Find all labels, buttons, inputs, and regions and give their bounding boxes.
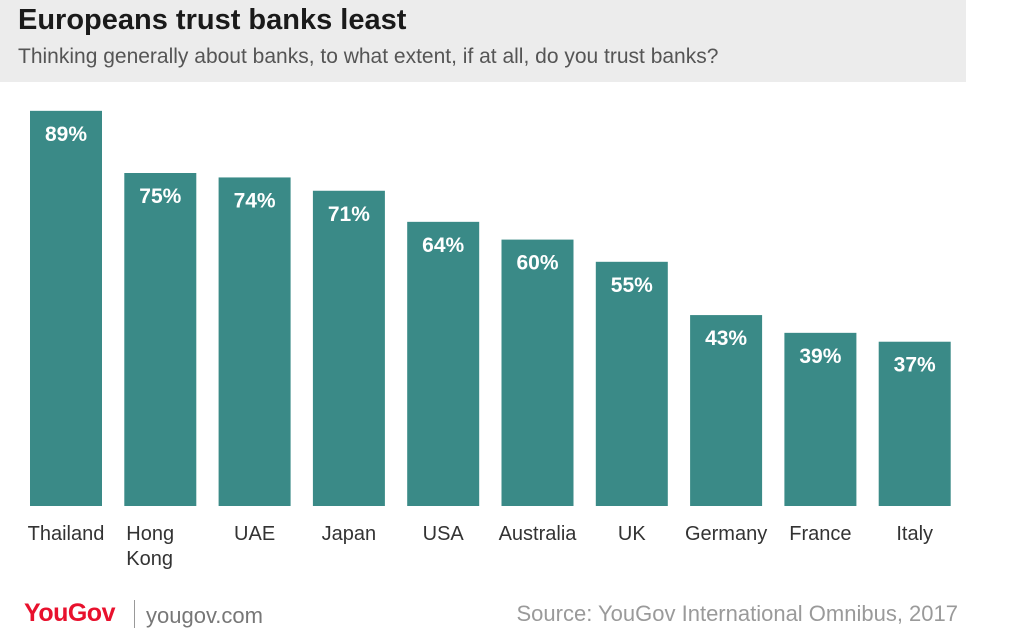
data-label: 64% bbox=[422, 234, 464, 257]
chart-footer: YouGov yougov.com Source: YouGov Interna… bbox=[0, 590, 1024, 634]
bar-hong-kong bbox=[124, 173, 197, 506]
bar-uk bbox=[595, 261, 668, 506]
bar-usa bbox=[407, 221, 480, 506]
bar-thailand bbox=[30, 110, 102, 506]
site-link[interactable]: yougov.com bbox=[146, 603, 263, 628]
bar-australia bbox=[501, 239, 574, 506]
data-label: 89% bbox=[45, 123, 87, 146]
data-label: 55% bbox=[611, 274, 653, 297]
x-tick-label: UAE bbox=[234, 523, 275, 545]
x-tick-label: Japan bbox=[322, 523, 377, 545]
x-tick-label: USA bbox=[423, 523, 465, 545]
bar-chart: 89% Thailand 75% Hong Kong 74% UAE 71% Japan 64% U… bbox=[28, 110, 951, 570]
x-tick-label: Hong bbox=[126, 523, 174, 545]
x-tick-label: France bbox=[789, 523, 851, 545]
bar-germany bbox=[690, 315, 763, 506]
data-label: 71% bbox=[328, 203, 370, 226]
data-label: 39% bbox=[799, 345, 841, 368]
x-tick-label: Australia bbox=[499, 523, 578, 545]
data-label: 75% bbox=[139, 185, 181, 208]
bar-italy bbox=[878, 341, 951, 506]
source-note: Source: YouGov International Omnibus, 20… bbox=[516, 601, 958, 626]
data-label: 37% bbox=[894, 354, 936, 377]
data-label: 60% bbox=[516, 252, 558, 275]
x-tick-label: Germany bbox=[685, 523, 767, 545]
chart-title: Europeans trust banks least bbox=[18, 4, 407, 36]
chart-subtitle: Thinking generally about banks, to what … bbox=[18, 45, 719, 68]
data-label: 74% bbox=[234, 189, 276, 212]
data-label: 43% bbox=[705, 327, 747, 350]
bar-uae bbox=[218, 177, 291, 506]
bar-japan bbox=[312, 190, 385, 506]
bar-france bbox=[784, 332, 857, 506]
chart-header: Europeans trust banks least Thinking gen… bbox=[0, 0, 966, 82]
x-tick-label: Kong bbox=[126, 548, 173, 570]
x-tick-label: Thailand bbox=[28, 523, 105, 545]
yougov-logo: YouGov bbox=[24, 599, 115, 627]
logo-divider bbox=[134, 600, 135, 628]
x-tick-label: Italy bbox=[896, 523, 933, 545]
x-tick-label: UK bbox=[618, 523, 646, 545]
